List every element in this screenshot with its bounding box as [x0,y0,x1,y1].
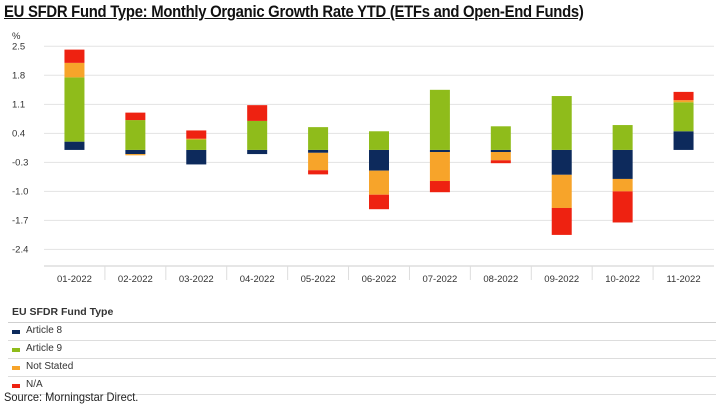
bar-segment-article-9[interactable] [490,126,511,150]
bar-segment-n-a[interactable] [429,181,450,193]
bar-segment-n-a[interactable] [186,130,207,139]
x-tick-label: 05-2022 [301,274,336,285]
y-tick-label: -1.7 [12,215,28,226]
bar-segment-not-stated[interactable] [369,170,389,195]
legend-item-na[interactable]: N/A [8,377,716,395]
y-tick-label: -1.0 [12,186,28,197]
bar-segment-n-a[interactable] [369,194,389,210]
x-tick-label: 08-2022 [483,274,518,285]
bar-segment-article-9[interactable] [551,96,572,150]
chart-title: EU SFDR Fund Type: Monthly Organic Growt… [4,3,584,21]
y-tick-label: 2.5 [12,41,25,52]
x-tick-label: 01-2022 [57,274,92,285]
x-tick-label: 10-2022 [605,274,640,285]
legend-label: Not Stated [26,361,74,372]
x-tick-label: 04-2022 [240,274,275,285]
bar-segment-n-a[interactable] [612,191,633,223]
bar-segment-not-stated[interactable] [308,152,329,171]
bar-segment-article-9[interactable] [64,77,85,142]
bar-segment-article-9[interactable] [125,120,146,150]
y-tick-label: 0.4 [12,128,25,139]
bar-segment-article-8[interactable] [369,149,389,171]
bar-segment-n-a[interactable] [247,105,268,121]
legend: EU SFDR Fund Type Article 8 Article 9 No… [8,302,716,395]
legend-swatch [12,348,20,352]
legend-title: EU SFDR Fund Type [8,302,716,323]
bar-segment-article-8[interactable] [551,149,572,175]
x-tick-label: 06-2022 [362,274,397,285]
legend-item-article-9[interactable]: Article 9 [8,341,716,359]
y-tick-label: 1.8 [12,70,25,81]
bar-segment-n-a[interactable] [125,112,146,121]
bar-segment-article-9[interactable] [369,131,389,150]
y-axis-unit-label: % [12,31,21,42]
gridlines [44,45,714,267]
bar-segment-article-9[interactable] [186,139,207,150]
x-tick-label: 11-2022 [666,274,700,285]
bar-segment-not-stated[interactable] [429,152,450,182]
bar-segment-n-a[interactable] [64,49,85,63]
legend-label: Article 9 [26,343,63,354]
bar-segment-article-9[interactable] [247,120,268,150]
y-tick-label: 1.1 [12,99,25,110]
bar-segment-article-9[interactable] [673,102,694,132]
bar-segment-article-8[interactable] [490,149,511,152]
bar-segment-article-8[interactable] [429,149,450,152]
y-tick-label: -0.3 [12,157,28,168]
x-tick-label: 03-2022 [179,274,214,285]
bar-segment-n-a[interactable] [490,160,511,164]
legend-item-not-stated[interactable]: Not Stated [8,359,716,377]
bar-segment-article-8[interactable] [612,149,633,179]
source-note: Source: Morningstar Direct. [4,390,139,404]
bar-segment-not-stated[interactable] [490,152,511,161]
bar-segment-not-stated[interactable] [64,62,85,78]
y-axis-ticks: 2.5 1.8 1.1 0.4 -0.3 -1.0 -1.7 -2.4 [12,41,28,255]
bar-segment-article-8[interactable] [125,149,146,155]
x-tick-label: 02-2022 [118,274,153,285]
bars [64,49,694,235]
bar-segment-not-stated[interactable] [673,100,694,103]
legend-label: N/A [26,379,43,390]
stacked-bar-chart: % 2.5 1.8 1.1 0.4 -0.3 -1.0 -1.7 -2.4 01-2022 02… [12,31,714,285]
legend-swatch [12,384,20,388]
bar-segment-article-8[interactable] [308,149,329,153]
legend-label: Article 8 [26,325,63,336]
x-tick-label: 09-2022 [544,274,579,285]
bar-segment-not-stated[interactable] [551,174,572,208]
legend-item-article-8[interactable]: Article 8 [8,323,716,341]
x-axis-ticks: 01-2022 02-2022 03-2022 04-2022 05-2022 06-20… [57,266,701,285]
legend-swatch [12,330,20,334]
bar-segment-n-a[interactable] [308,170,329,175]
bar-segment-article-9[interactable] [429,89,450,150]
bar-segment-article-9[interactable] [612,125,633,150]
bar-segment-article-9[interactable] [308,127,329,150]
bar-segment-n-a[interactable] [551,207,572,235]
bar-segment-article-8[interactable] [673,131,694,150]
bar-segment-article-8[interactable] [186,149,207,165]
x-tick-label: 07-2022 [422,274,457,285]
y-tick-label: -2.4 [12,244,28,255]
bar-segment-not-stated[interactable] [612,178,633,192]
legend-swatch [12,366,20,370]
bar-segment-n-a[interactable] [673,91,694,101]
bar-segment-not-stated[interactable] [186,138,207,140]
bar-segment-article-8[interactable] [247,149,268,155]
bar-segment-article-8[interactable] [64,141,85,150]
bar-segment-not-stated[interactable] [125,154,146,156]
